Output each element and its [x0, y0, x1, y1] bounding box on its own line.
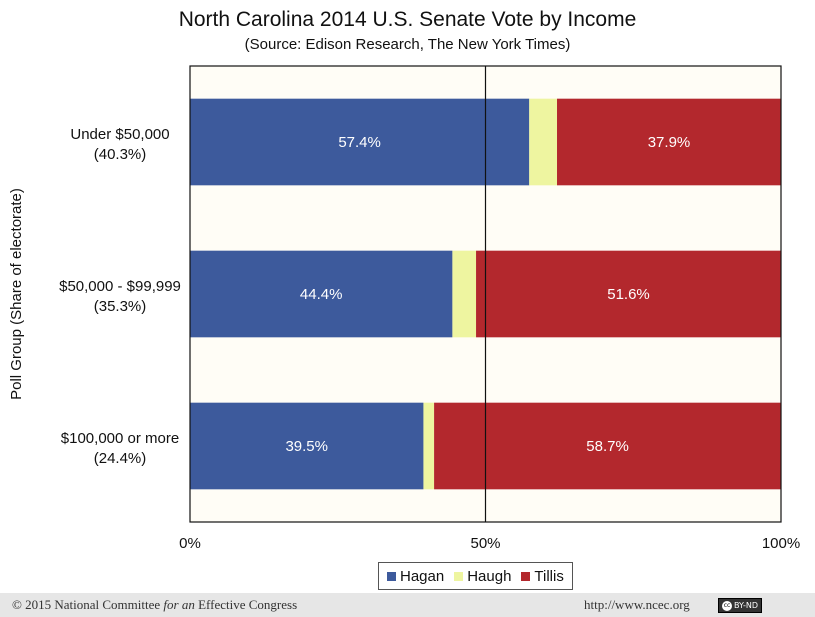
cc-icon: cc: [722, 600, 732, 611]
x-tick-label-0: 0%: [179, 535, 201, 552]
legend-label-tillis: Tillis: [534, 567, 564, 585]
x-tick-label-1: 50%: [470, 535, 500, 552]
category-share-2: (24.4%): [94, 450, 147, 467]
x-tick-label-2: 100%: [762, 535, 800, 552]
data-label-hagan-0: 57.4%: [338, 134, 381, 151]
category-label-1: $50,000 - $99,999: [59, 278, 181, 295]
category-share-0: (40.3%): [94, 146, 147, 163]
bar-haugh-0: [529, 98, 558, 186]
cc-license-badge[interactable]: cc BY-ND: [718, 598, 763, 613]
data-label-tillis-2: 58.7%: [586, 438, 629, 455]
footer-copyright-italic: for an: [163, 597, 195, 612]
bar-haugh-1: [452, 250, 477, 338]
bar-tillis-2: [434, 402, 781, 490]
legend-item-hagan: Hagan: [387, 568, 444, 585]
plot-frame: [189, 65, 782, 523]
legend: Hagan Haugh Tillis: [378, 562, 573, 590]
legend-swatch-hagan: [387, 571, 396, 581]
bar-haugh-2: [423, 402, 435, 490]
legend-swatch-tillis: [521, 571, 531, 581]
data-label-tillis-1: 51.6%: [607, 286, 650, 303]
bar-hagan-0: [190, 98, 530, 186]
data-label-tillis-0: 37.9%: [648, 134, 691, 151]
bar-hagan-2: [190, 402, 424, 490]
legend-item-haugh: Haugh: [454, 568, 511, 585]
legend-label-hagan: Hagan: [400, 567, 445, 585]
bar-tillis-1: [476, 250, 781, 338]
category-label-2: $100,000 or more: [61, 430, 179, 447]
chart-title: North Carolina 2014 U.S. Senate Vote by …: [178, 8, 637, 31]
chart-area: 57.4% 37.9% Under $50,000 (40.3%) 44.4% 51.6%…: [8, 65, 800, 552]
cc-badge-label: BY-ND: [734, 601, 759, 610]
footer-copyright-end: Effective Congress: [194, 597, 298, 612]
category-label-0: Under $50,000: [70, 126, 169, 143]
data-label-hagan-1: 44.4%: [300, 286, 343, 303]
footer: © 2015 National Committee for an Effecti…: [0, 593, 815, 617]
bar-hagan-1: [190, 250, 453, 338]
footer-copyright: © 2015 National Committee for an Effecti…: [12, 597, 297, 613]
footer-url[interactable]: http://www.ncec.org: [584, 597, 690, 612]
legend-label-haugh: Haugh: [467, 567, 512, 585]
chart-subtitle: (Source: Edison Research, The New York T…: [244, 36, 571, 53]
data-label-hagan-2: 39.5%: [285, 438, 328, 455]
legend-item-tillis: Tillis: [521, 567, 564, 585]
category-share-1: (35.3%): [94, 298, 147, 315]
footer-copyright-text: © 2015 National Committee: [12, 597, 164, 612]
y-axis-label: Poll Group (Share of electorate): [8, 188, 25, 400]
legend-swatch-haugh: [454, 571, 464, 581]
bar-tillis-0: [557, 98, 781, 186]
